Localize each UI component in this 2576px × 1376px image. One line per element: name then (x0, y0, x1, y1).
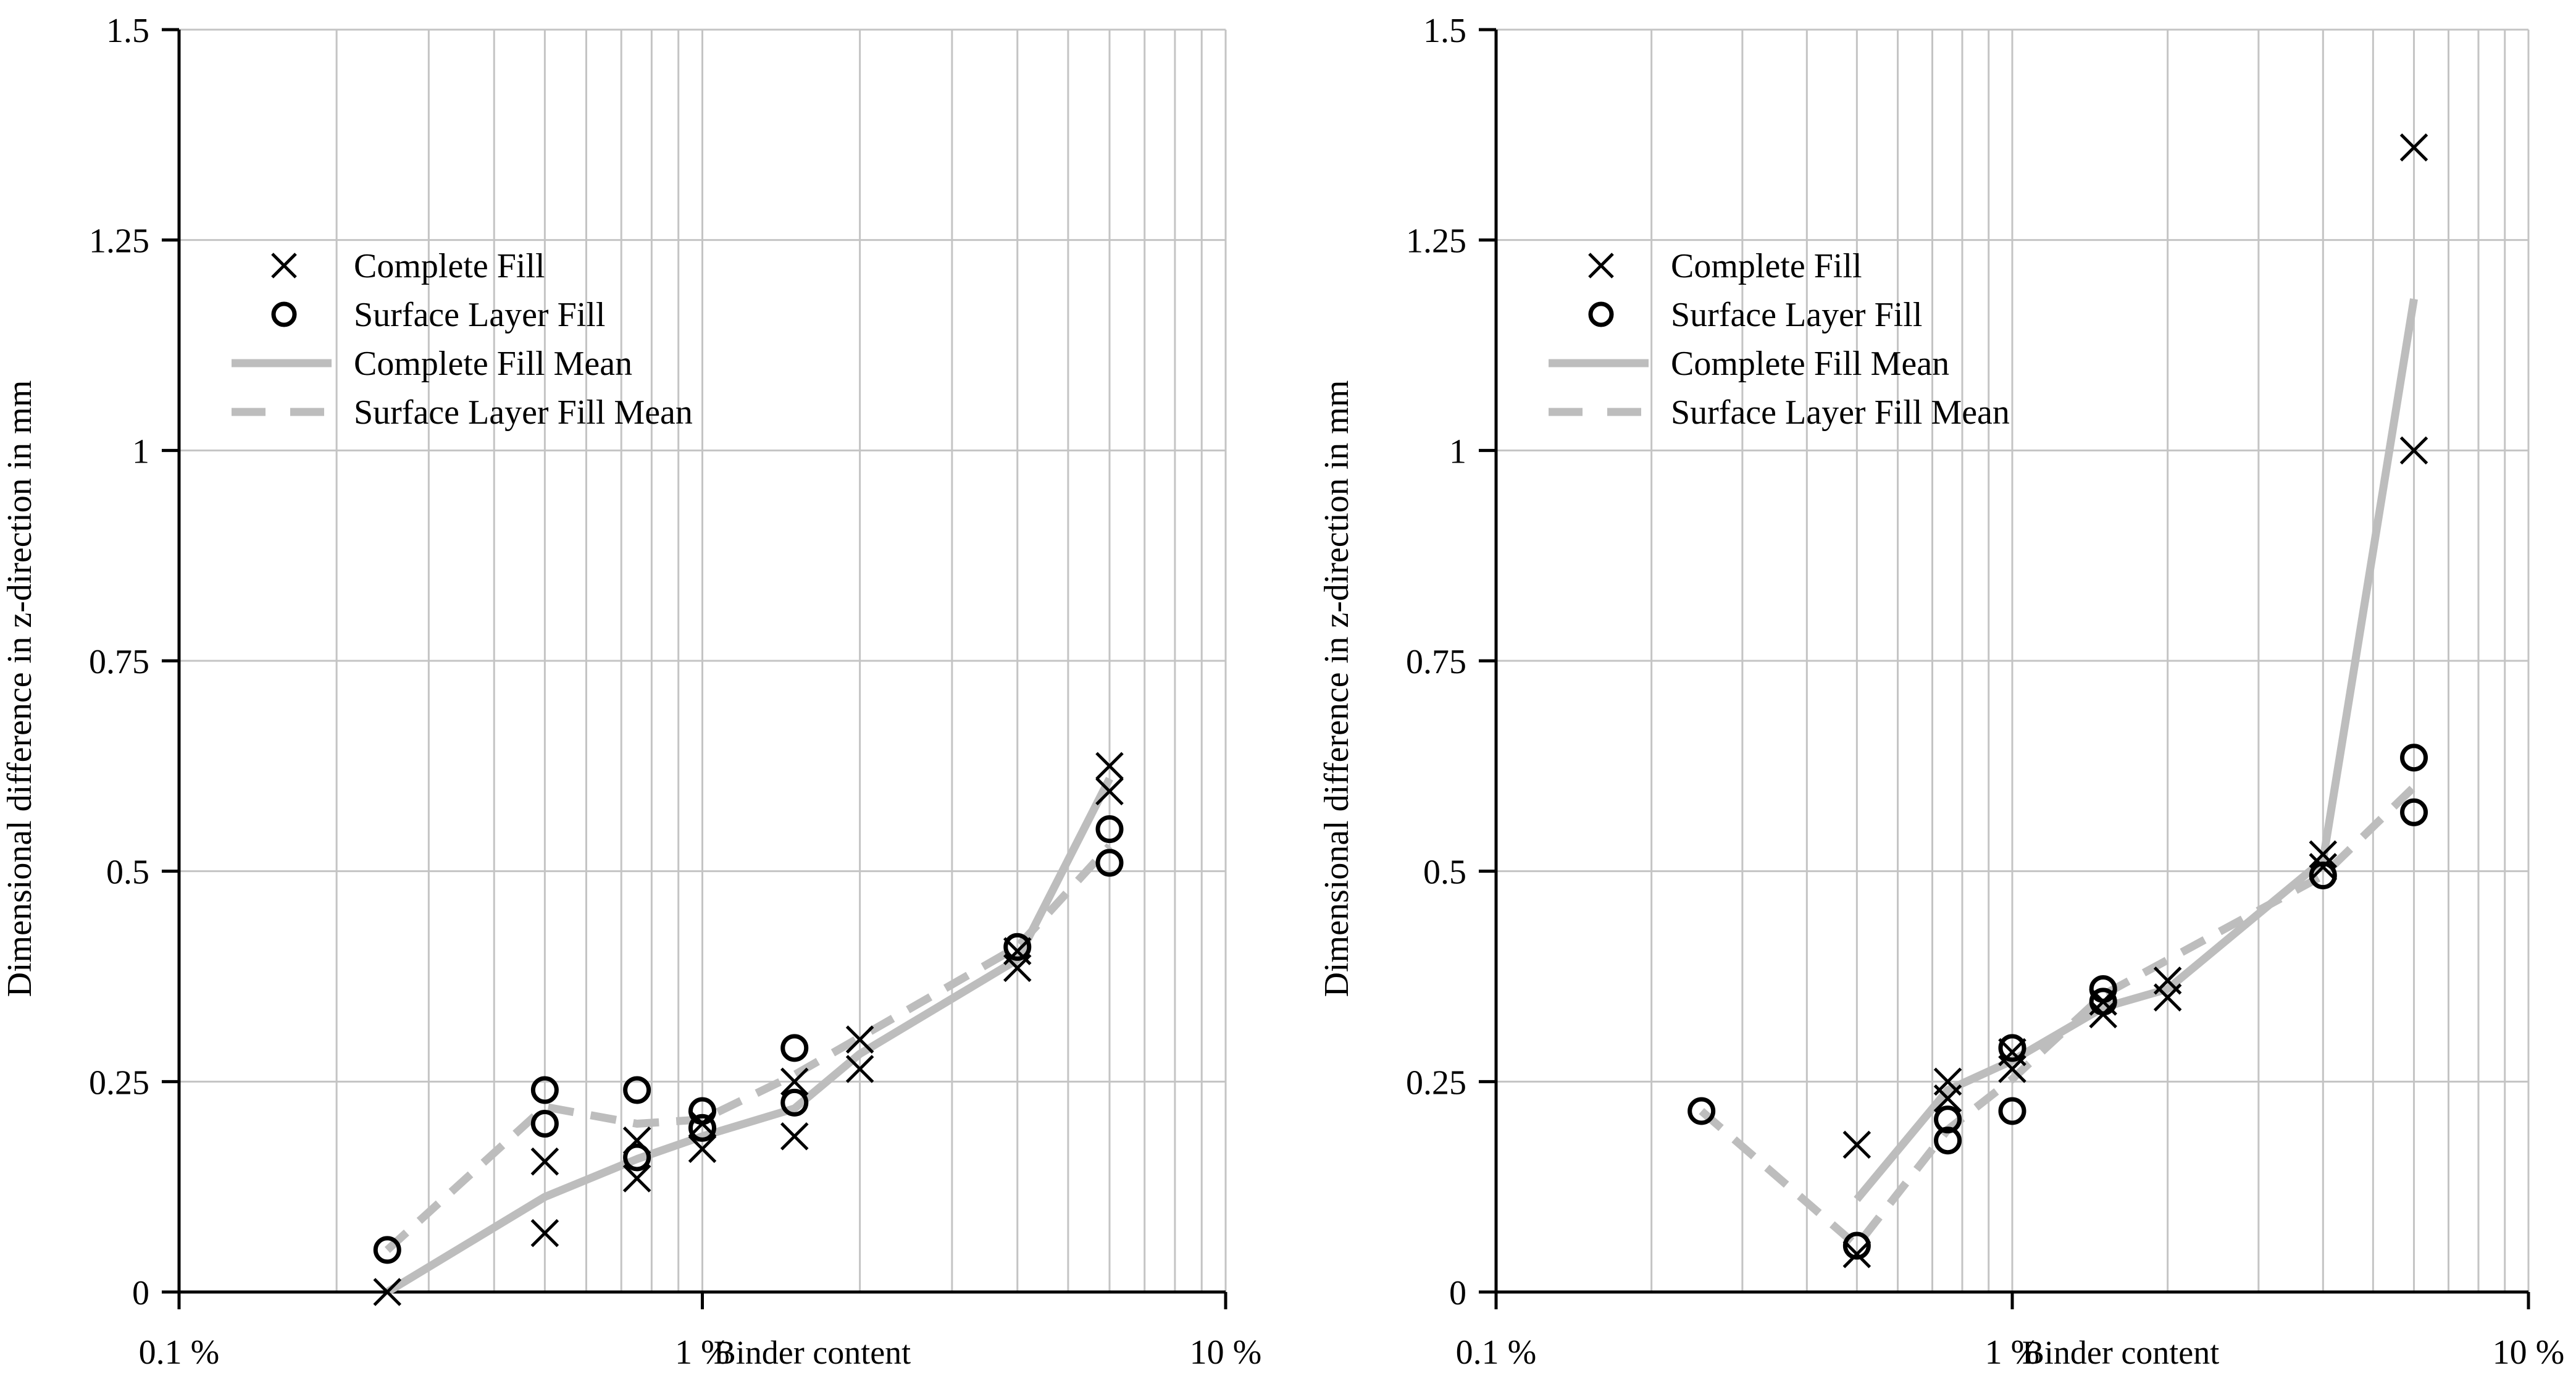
y-tick-label: 0.25 (1406, 1063, 1466, 1102)
data-point-complete-fill (373, 1278, 402, 1306)
data-point-surface-layer-fill (1095, 849, 1124, 877)
x-tick-label: 0.1 % (139, 1333, 220, 1372)
data-point-surface-layer-fill (780, 1034, 809, 1062)
y-tick-label: 0.75 (89, 643, 149, 681)
data-point-surface-layer-fill (1998, 1034, 2026, 1062)
data-point-complete-fill (2309, 840, 2338, 869)
data-point-complete-fill (2309, 853, 2338, 881)
data-point-complete-fill (622, 1164, 651, 1193)
data-point-surface-layer-fill (1095, 815, 1124, 844)
legend-label-complete-fill-mean: Complete Fill Mean (354, 345, 632, 383)
data-point-surface-layer-fill (530, 1076, 559, 1104)
data-point-surface-layer-fill (2089, 988, 2117, 1016)
data-point-complete-fill (688, 1135, 717, 1164)
y-tick-label: 1.5 (1423, 12, 1466, 50)
series-surface-layer-fill (1687, 744, 2428, 1260)
axes: 0 0.25 0.5 0.75 1 1.25 1.5 0.1 % 1 % 10 % Binder c… (1, 12, 1261, 1372)
data-point-complete-fill (1095, 777, 1124, 805)
data-point-complete-fill (780, 1067, 809, 1096)
data-point-surface-layer-fill (2400, 744, 2428, 772)
data-point-surface-layer-fill (780, 1088, 809, 1117)
x-axis-title: Binder content (714, 1334, 911, 1371)
legend-label-surface-layer-fill: Surface Layer Fill (354, 296, 605, 334)
data-point-complete-fill (845, 1055, 874, 1083)
legend-symbol-complete-fill (271, 253, 297, 279)
y-tick-label: 1 (1449, 432, 1466, 471)
y-tick-label: 0.75 (1406, 643, 1466, 681)
data-point-surface-layer-fill (2089, 975, 2117, 1003)
legend-symbol-surface-layer-fill (271, 301, 297, 327)
data-point-complete-fill (2399, 133, 2428, 162)
data-point-complete-fill (780, 1122, 809, 1151)
left-chart-panel: 0 0.25 0.5 0.75 1 1.25 1.5 0.1 % 1 % 10 % Binder c… (1, 12, 1261, 1372)
legend: Complete Fill Surface Layer Fill Complete … (232, 247, 693, 432)
data-point-complete-fill (845, 1025, 874, 1054)
data-point-surface-layer-fill (2309, 861, 2337, 889)
data-point-complete-fill (1933, 1067, 1962, 1096)
y-tick-label: 0.5 (1423, 854, 1466, 892)
data-point-complete-fill (1842, 1240, 1871, 1269)
data-point-complete-fill (530, 1219, 559, 1248)
y-tick-label: 0 (132, 1274, 149, 1312)
data-point-complete-fill (2153, 967, 2182, 995)
data-point-surface-layer-fill (1934, 1105, 1962, 1134)
x-tick-label: 10 % (2493, 1333, 2565, 1372)
y-axis-title: Dimensional difference in z-direction in… (1, 380, 39, 997)
data-point-complete-fill (1095, 752, 1124, 781)
grid-lines (1496, 28, 2530, 1292)
legend-label-complete-fill: Complete Fill (1671, 247, 1862, 285)
data-point-surface-layer-fill (2400, 798, 2428, 826)
data-point-surface-layer-fill (688, 1114, 716, 1142)
data-point-surface-layer-fill (530, 1109, 559, 1138)
data-point-surface-layer-fill (1998, 1097, 2026, 1125)
data-point-surface-layer-fill (688, 1097, 716, 1125)
data-point-complete-fill (530, 1147, 559, 1176)
y-tick-label: 0.25 (89, 1063, 149, 1102)
y-tick-label: 0.5 (106, 854, 149, 892)
legend-label-complete-fill: Complete Fill (354, 247, 545, 285)
series-surface-layer-fill (373, 815, 1124, 1264)
series-complete-fill (373, 752, 1124, 1306)
series-line-surface-layer-fill-mean (384, 843, 1113, 1253)
series-line-complete-fill-mean (1854, 298, 2418, 1202)
data-point-surface-layer-fill (373, 1236, 401, 1264)
data-point-surface-layer-fill (1842, 1231, 1871, 1260)
x-tick-label: 10 % (1190, 1333, 1262, 1372)
y-tick-label: 1 (132, 432, 149, 471)
axes: 0 0.25 0.5 0.75 1 1.25 1.5 0.1 % 1 % 10 % Binder c… (1318, 12, 2564, 1372)
data-point-surface-layer-fill (623, 1076, 651, 1104)
x-tick-label: 1 % (1985, 1333, 2040, 1372)
data-point-surface-layer-fill (1934, 1126, 1962, 1155)
series-complete-fill (1842, 133, 2428, 1269)
data-point-complete-fill (2399, 436, 2428, 465)
x-tick-label: 1 % (675, 1333, 730, 1372)
y-tick-label: 1.25 (1406, 222, 1466, 261)
legend-label-surface-layer-fill: Surface Layer Fill (1671, 296, 1922, 334)
right-chart-panel: 0 0.25 0.5 0.75 1 1.25 1.5 0.1 % 1 % 10 % Binder c… (1318, 12, 2564, 1372)
y-tick-label: 1.25 (89, 222, 149, 261)
grid-lines (179, 28, 1227, 1292)
y-tick-label: 1.5 (106, 12, 149, 50)
legend-symbol-surface-layer-fill (1588, 301, 1614, 327)
legend: Complete Fill Surface Layer Fill Complete … (1549, 247, 2010, 432)
data-point-surface-layer-fill (1003, 933, 1032, 961)
x-axis-title: Binder content (2022, 1334, 2219, 1371)
legend-label-complete-fill-mean: Complete Fill Mean (1671, 345, 1949, 383)
legend-symbol-complete-fill (1588, 253, 1614, 279)
data-point-complete-fill (1842, 1130, 1871, 1159)
y-axis-title: Dimensional difference in z-direction in… (1318, 380, 1356, 997)
data-point-surface-layer-fill (623, 1143, 651, 1172)
x-tick-label: 0.1 % (1456, 1333, 1537, 1372)
y-tick-label: 0 (1449, 1274, 1466, 1312)
series-line-surface-layer-fill-mean (1699, 784, 2417, 1250)
data-point-surface-layer-fill (1687, 1097, 1716, 1125)
series-line-complete-fill-mean (385, 776, 1113, 1296)
legend-label-surface-layer-fill-mean: Surface Layer Fill Mean (1671, 393, 2010, 432)
legend-label-surface-layer-fill-mean: Surface Layer Fill Mean (354, 393, 693, 432)
